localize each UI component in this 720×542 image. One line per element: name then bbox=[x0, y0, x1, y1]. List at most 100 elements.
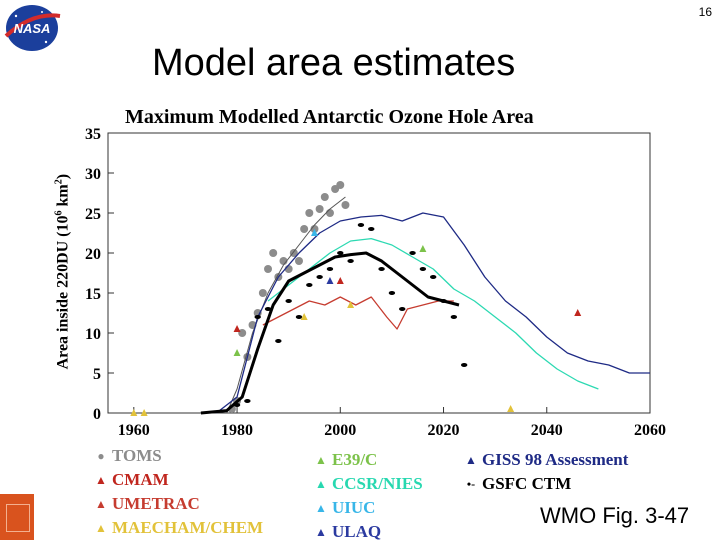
legend-label: UIUC bbox=[332, 498, 376, 517]
data-point bbox=[264, 265, 273, 273]
plot-frame bbox=[107, 132, 651, 414]
data-point bbox=[275, 339, 282, 343]
legend-item-gsfc-ctm: •- GSFC CTM bbox=[464, 474, 571, 494]
series-line bbox=[262, 296, 454, 330]
legend-item-toms: ● TOMS bbox=[94, 446, 162, 466]
legend-marker-icon: ▲ bbox=[315, 524, 327, 539]
x-tick-label: 2060 bbox=[634, 422, 666, 439]
data-point bbox=[388, 291, 396, 295]
axis-ticks: 1960 1980 2000 2020 2040 2060 0 5 10 15 20 25 30 35 bbox=[85, 126, 666, 439]
data-point bbox=[450, 315, 458, 319]
legend-label: TOMS bbox=[112, 446, 162, 465]
series-line bbox=[267, 237, 599, 390]
data-point bbox=[233, 349, 241, 356]
series-gsfc-ctm-dashes bbox=[233, 223, 468, 407]
data-point bbox=[347, 301, 355, 308]
series-umetrac bbox=[262, 296, 454, 330]
series-giss-98-assessment bbox=[216, 212, 650, 414]
series-uiuc bbox=[310, 229, 318, 236]
legend-label: UMETRAC bbox=[112, 494, 200, 513]
data-point bbox=[233, 403, 241, 407]
series-ccsr-nies bbox=[267, 237, 599, 390]
data-point bbox=[258, 289, 267, 297]
y-tick-label: 10 bbox=[85, 326, 101, 343]
series-layer bbox=[130, 181, 650, 416]
data-point bbox=[430, 275, 437, 279]
data-point bbox=[507, 405, 515, 412]
data-point bbox=[325, 209, 334, 217]
logo-text: NASA bbox=[14, 21, 51, 36]
x-tick-label: 2000 bbox=[324, 422, 356, 439]
series-toms-fit bbox=[226, 196, 346, 414]
data-point bbox=[419, 267, 427, 271]
data-point bbox=[326, 267, 334, 271]
data-point bbox=[300, 313, 308, 320]
legend-item-giss-98-assessment: ▲ GISS 98 Assessment bbox=[464, 450, 628, 470]
legend-label: GSFC CTM bbox=[482, 474, 572, 493]
x-tick-label: 1980 bbox=[221, 422, 253, 439]
legend-marker-icon: ▲ bbox=[315, 452, 327, 467]
legend-marker-icon: ▲ bbox=[95, 472, 107, 487]
side-badge bbox=[0, 494, 34, 540]
legend-item-umetrac: ▲ UMETRAC bbox=[94, 494, 200, 514]
data-point bbox=[460, 363, 468, 367]
data-point bbox=[574, 309, 582, 316]
data-point bbox=[347, 259, 354, 263]
nasa-logo: NASA bbox=[2, 2, 62, 54]
series-line bbox=[226, 196, 346, 414]
data-point bbox=[409, 251, 416, 255]
data-point bbox=[378, 267, 385, 271]
legend-marker-icon: ▲ bbox=[315, 500, 327, 515]
series-e39-c bbox=[233, 245, 427, 356]
series-ulaq bbox=[326, 277, 334, 284]
data-point bbox=[306, 283, 313, 287]
y-tick-label: 30 bbox=[85, 166, 101, 183]
data-point bbox=[238, 329, 247, 337]
series-toms bbox=[227, 181, 350, 413]
legend-label: MAECHAM/CHEM bbox=[112, 518, 264, 537]
data-point bbox=[320, 193, 329, 201]
data-point bbox=[264, 307, 272, 311]
legend-label: CCSR/NIES bbox=[332, 474, 423, 493]
legend-item-ccsr-nies: ▲ CCSR/NIES bbox=[314, 474, 423, 494]
data-point bbox=[368, 227, 375, 231]
legend-item-maecham-chem: ▲ MAECHAM/CHEM bbox=[94, 518, 263, 538]
series-cmam bbox=[233, 277, 582, 332]
legend-label: CMAM bbox=[112, 470, 169, 489]
data-point bbox=[300, 225, 309, 233]
y-tick-label: 20 bbox=[85, 246, 101, 263]
data-point bbox=[295, 315, 303, 319]
legend-marker-icon: ▲ bbox=[315, 476, 327, 491]
data-point bbox=[336, 277, 344, 284]
data-point bbox=[326, 277, 334, 284]
legend-marker-icon: ▲ bbox=[95, 520, 107, 535]
figure-caption: WMO Fig. 3-47 bbox=[540, 503, 690, 528]
data-point bbox=[254, 315, 261, 319]
y-tick-label: 0 bbox=[93, 406, 101, 423]
x-tick-label: 2040 bbox=[531, 422, 563, 439]
nasa-meatball-icon: NASA bbox=[4, 5, 61, 51]
data-point bbox=[140, 409, 148, 416]
data-point bbox=[419, 245, 427, 252]
x-tick-label: 2020 bbox=[428, 422, 460, 439]
data-point bbox=[399, 307, 406, 311]
legend-item-cmam: ▲ CMAM bbox=[94, 470, 169, 490]
y-tick-label: 15 bbox=[85, 286, 101, 303]
page-number: 16 bbox=[698, 5, 712, 19]
legend-label: ULAQ bbox=[332, 522, 382, 541]
legend-marker-icon: •- bbox=[466, 476, 476, 491]
legend-marker-icon: ▲ bbox=[465, 452, 477, 467]
x-tick-label: 1960 bbox=[118, 422, 150, 439]
data-point bbox=[310, 229, 318, 236]
chart-title: Maximum Modelled Antarctic Ozone Hole Ar… bbox=[125, 106, 534, 128]
slide-title: Model area estimates bbox=[152, 42, 516, 84]
data-point bbox=[316, 275, 323, 279]
data-point bbox=[244, 399, 251, 403]
data-point bbox=[336, 181, 345, 189]
legend-item-e39-c: ▲ E39/C bbox=[314, 450, 377, 470]
legend-item-ulaq: ▲ ULAQ bbox=[314, 522, 381, 542]
legend-label: E39/C bbox=[332, 450, 378, 469]
legend-item-uiuc: ▲ UIUC bbox=[314, 498, 375, 518]
legend-marker-icon: ● bbox=[97, 448, 105, 463]
